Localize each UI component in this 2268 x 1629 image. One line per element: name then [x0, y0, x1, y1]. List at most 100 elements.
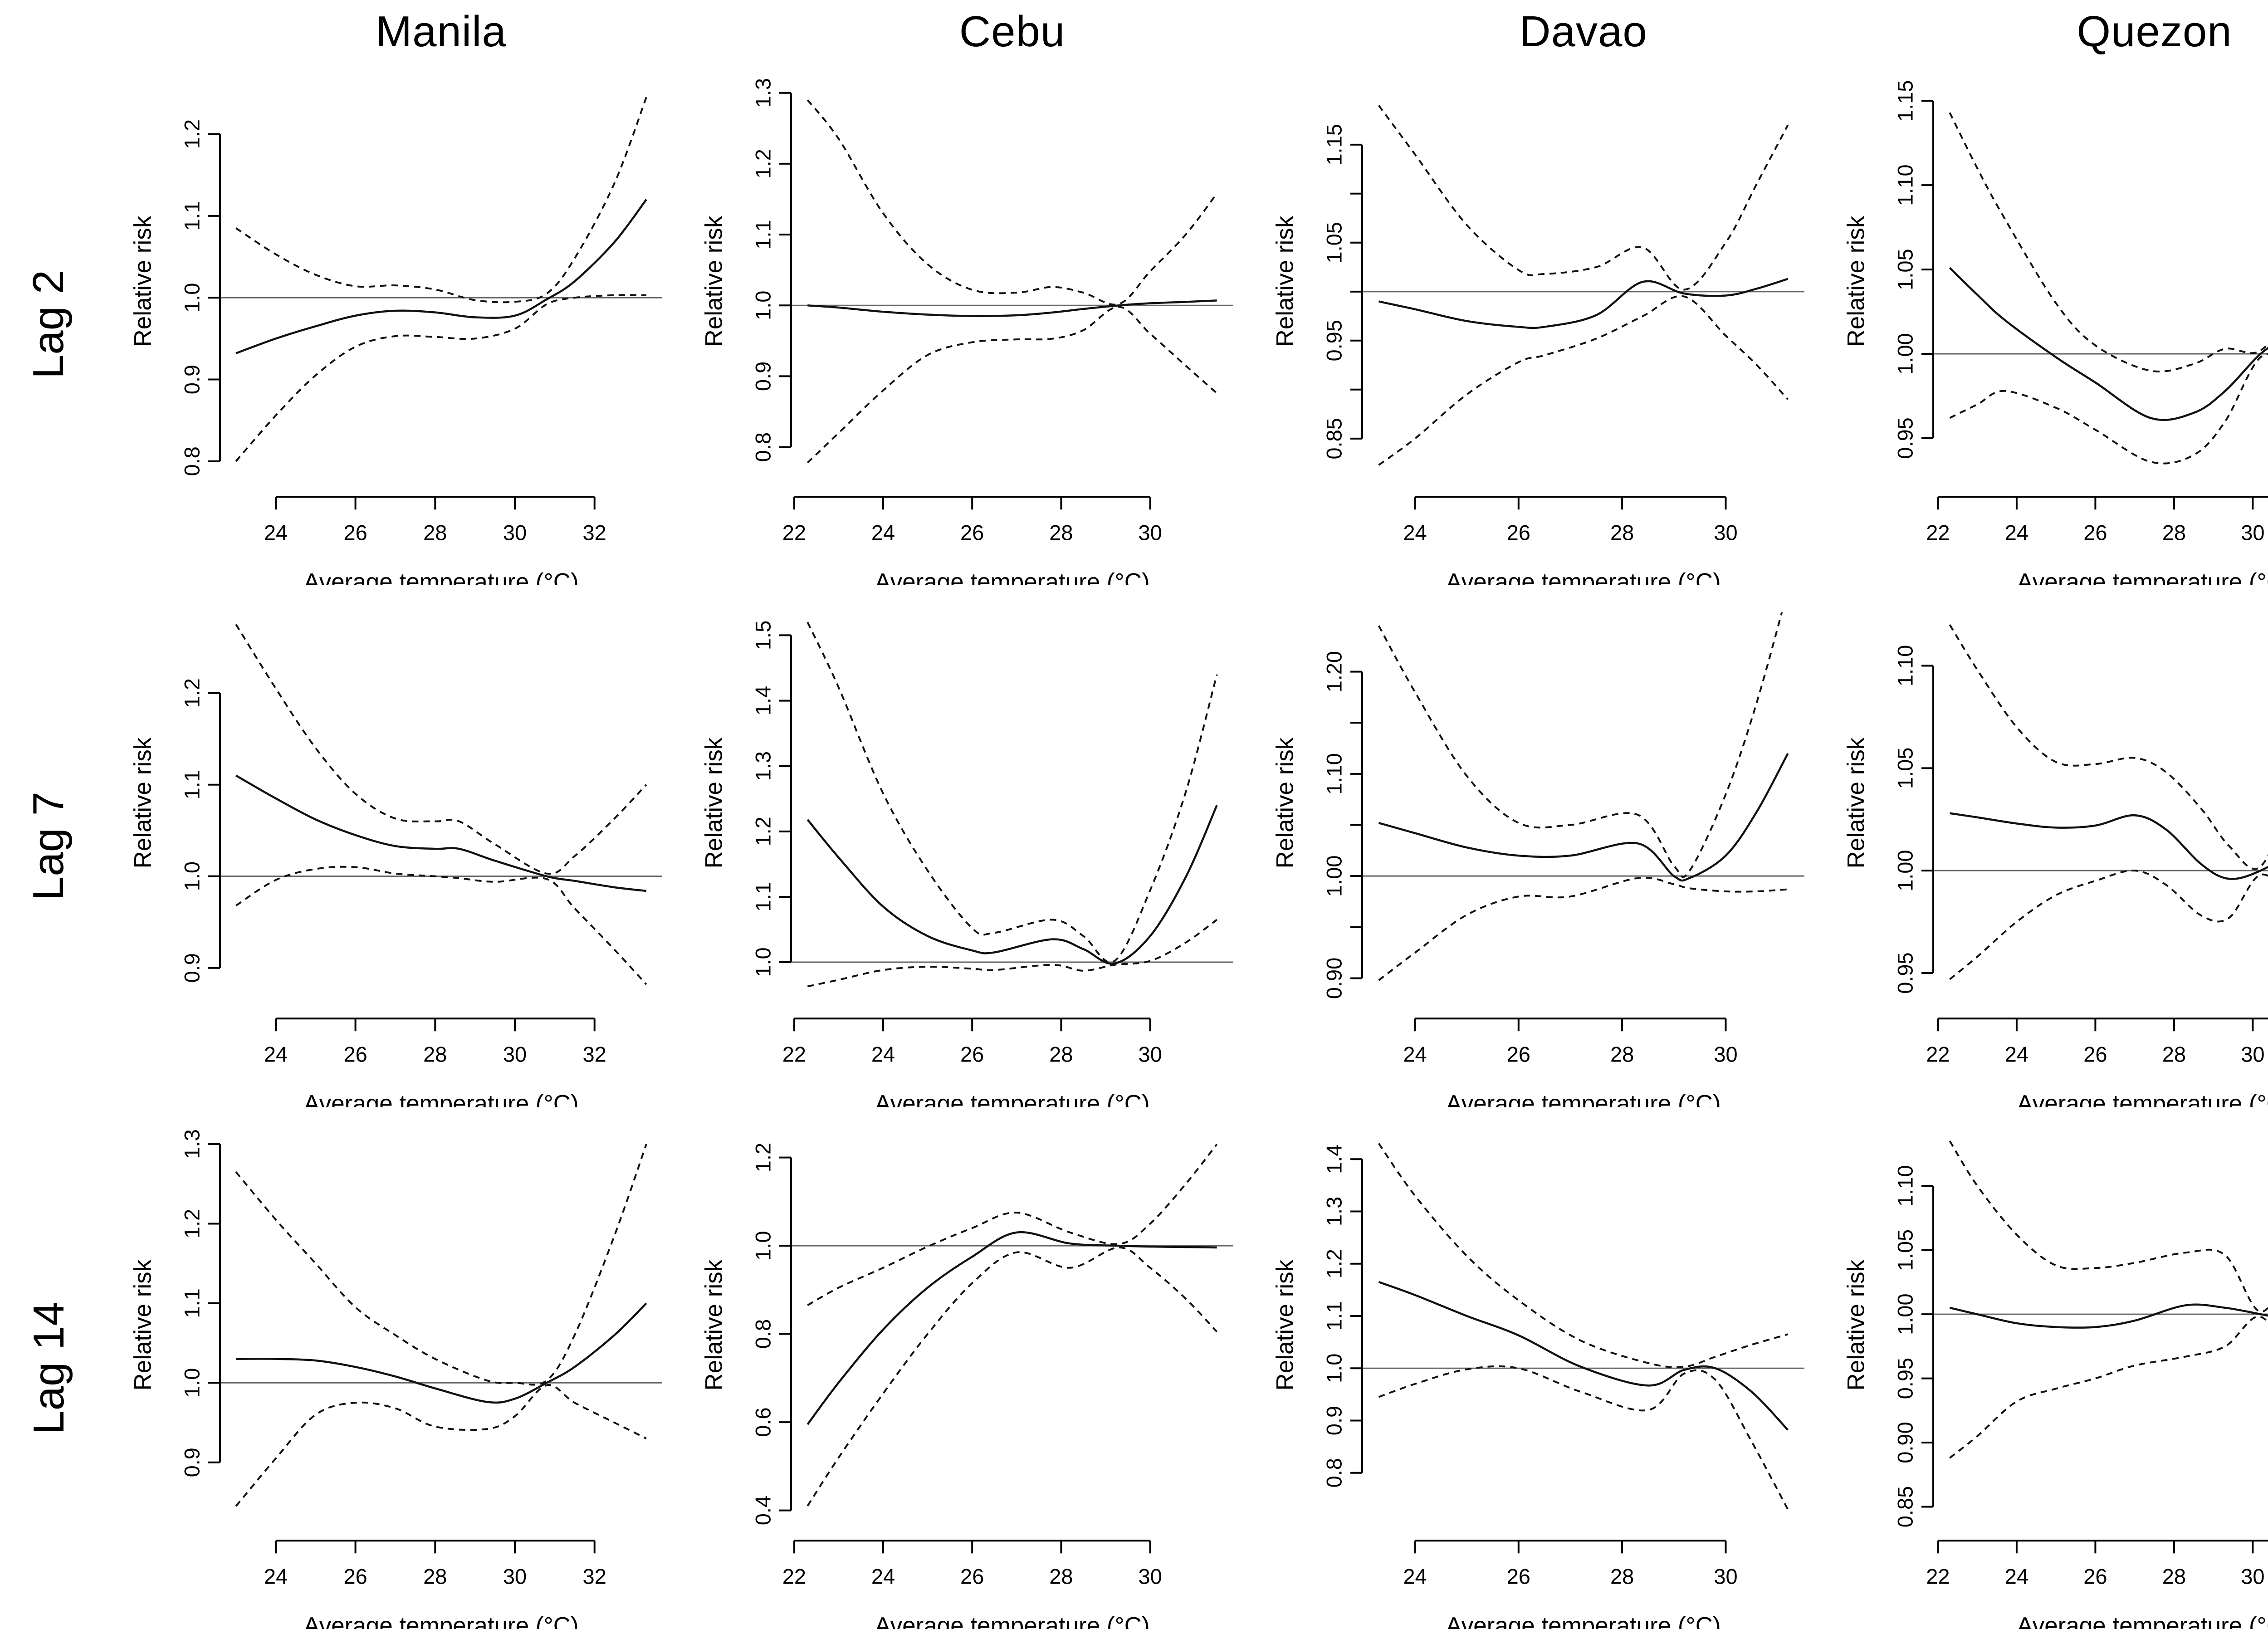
x-tick-label: 28: [1610, 1564, 1634, 1588]
x-tick-label: 28: [2162, 1042, 2186, 1066]
y-tick-label: 1.0: [180, 1368, 204, 1397]
x-tick-label: 26: [1507, 520, 1530, 544]
estimate-curve: [1949, 267, 2268, 421]
ci-lower-curve: [1949, 353, 2268, 465]
x-tick-label: 24: [264, 520, 288, 544]
y-tick-label: 1.1: [180, 770, 204, 799]
y-axis-title: Relative risk: [1272, 1259, 1299, 1390]
y-tick-label: 0.6: [751, 1407, 775, 1437]
x-tick-label: 24: [2005, 1042, 2028, 1066]
estimate-curve: [807, 805, 1218, 965]
estimate-curve: [1378, 278, 1789, 329]
x-tick-label: 24: [1403, 1042, 1427, 1066]
y-tick-label: 0.90: [1893, 1422, 1917, 1463]
column-title-manila: Manila: [376, 7, 507, 56]
x-tick-label: 24: [871, 1564, 895, 1588]
x-tick-label: 26: [2083, 1564, 2107, 1588]
y-axis-title: Relative risk: [1843, 1259, 1870, 1390]
y-tick-label: 1.00: [1893, 333, 1917, 374]
x-tick-label: 22: [1926, 520, 1950, 544]
ci-upper-curve: [1378, 1143, 1789, 1368]
y-axis-title: Relative risk: [1272, 215, 1299, 347]
y-axis-title: Relative risk: [130, 215, 156, 347]
ci-lower-curve: [1378, 295, 1789, 466]
curves-group: [235, 624, 647, 985]
x-tick-label: 26: [343, 1042, 367, 1066]
estimate-curve: [235, 774, 647, 892]
y-tick-label: 1.0: [180, 283, 204, 313]
y-tick-label: 1.2: [751, 1143, 775, 1172]
x-axis-title: Average temperature (°C): [2017, 1091, 2268, 1107]
y-tick-label: 1.10: [1893, 1165, 1917, 1206]
y-axis-title: Relative risk: [1843, 738, 1870, 869]
estimate-curve: [236, 1302, 647, 1404]
y-tick-label: 1.20: [1322, 651, 1346, 692]
subplot-cebu-lag2: 0.8 0.9 1.0 1.1 1.2 1.3 22 24 26 28 30 Relative ris…: [701, 78, 1233, 585]
x-tick-label: 28: [1610, 1042, 1634, 1066]
ci-lower-curve: [807, 919, 1217, 988]
y-tick-label: 0.8: [751, 1319, 775, 1349]
y-tick-label: 1.0: [1322, 1353, 1346, 1383]
x-tick-label: 30: [503, 1564, 527, 1588]
x-axis-title: Average temperature (°C): [1446, 1612, 1721, 1629]
x-axis-title: Average temperature (°C): [875, 1091, 1149, 1107]
x-tick-label: 28: [1610, 520, 1634, 544]
x-tick-label: 22: [782, 1564, 806, 1588]
y-tick-label: 1.3: [180, 1129, 204, 1159]
subplot-manila-lag14: 0.9 1.0 1.1 1.2 1.3 24 26 28 30 32 Relative risk Av…: [130, 1129, 662, 1629]
x-tick-label: 28: [1049, 1042, 1073, 1066]
y-tick-label: 1.2: [180, 119, 204, 149]
curves-group: [807, 99, 1218, 464]
y-tick-label: 1.10: [1893, 164, 1917, 205]
y-tick-label: 1.05: [1893, 249, 1917, 290]
y-tick-label: 1.0: [751, 948, 775, 977]
y-tick-label: 1.05: [1322, 222, 1346, 263]
subplot-manila-lag2: 0.8 0.9 1.0 1.1 1.2 24 26 28 30 32 Relative risk Av…: [130, 97, 662, 585]
y-tick-label: 0.95: [1893, 417, 1917, 459]
y-tick-label: 1.10: [1893, 645, 1917, 686]
y-tick-label: 0.4: [751, 1496, 775, 1525]
curves-group: [1949, 1140, 2268, 1459]
subplot-manila-lag7: 0.9 1.0 1.1 1.2 24 26 28 30 32 Relative risk Avera…: [130, 624, 662, 1107]
x-tick-label: 22: [782, 520, 806, 544]
y-tick-label: 0.9: [751, 362, 775, 391]
y-tick-label: 0.95: [1893, 953, 1917, 994]
y-tick-label: 1.2: [180, 1208, 204, 1238]
curves-group: [235, 1144, 647, 1507]
x-tick-label: 28: [423, 520, 447, 544]
x-tick-label: 26: [343, 1564, 367, 1588]
y-tick-label: 1.10: [1322, 753, 1346, 794]
x-tick-label: 22: [1926, 1564, 1950, 1588]
x-tick-label: 30: [2241, 1564, 2264, 1588]
x-tick-label: 24: [2005, 1564, 2028, 1588]
y-tick-label: 1.3: [751, 78, 775, 108]
ci-upper-curve: [807, 622, 1218, 964]
x-tick-label: 28: [1049, 520, 1073, 544]
curves-group: [1949, 112, 2268, 465]
y-tick-label: 1.05: [1893, 1229, 1917, 1271]
x-tick-label: 28: [2162, 520, 2186, 544]
ci-upper-curve: [235, 1144, 647, 1386]
y-tick-label: 1.00: [1893, 850, 1917, 891]
x-tick-label: 30: [1138, 520, 1162, 544]
y-tick-label: 1.00: [1322, 856, 1346, 897]
ci-upper-curve: [1378, 105, 1789, 291]
y-tick-label: 1.00: [1893, 1293, 1917, 1335]
x-tick-label: 26: [343, 520, 367, 544]
ci-upper-curve: [235, 624, 647, 875]
y-tick-label: 0.95: [1322, 320, 1346, 361]
x-tick-label: 30: [2241, 1042, 2264, 1066]
estimate-curve: [807, 299, 1217, 317]
y-tick-label: 1.1: [180, 1288, 204, 1318]
x-tick-label: 26: [1507, 1042, 1530, 1066]
x-axis-title: Average temperature (°C): [875, 1612, 1149, 1629]
x-tick-label: 28: [2162, 1564, 2186, 1588]
subplot-quezon-lag2: 0.951.001.051.101.15222426283032Relative…: [1843, 80, 2268, 585]
curves-group: [807, 1143, 1218, 1507]
subplot-davao-lag7: 0.90 1.00 1.10 1.20 24 26 28 30 Relative risk Ave…: [1272, 612, 1804, 1107]
x-axis-title: Average temperature (°C): [2017, 568, 2268, 585]
ci-lower-curve: [235, 866, 647, 985]
x-tick-label: 30: [1138, 1042, 1162, 1066]
y-tick-label: 0.90: [1322, 958, 1346, 999]
